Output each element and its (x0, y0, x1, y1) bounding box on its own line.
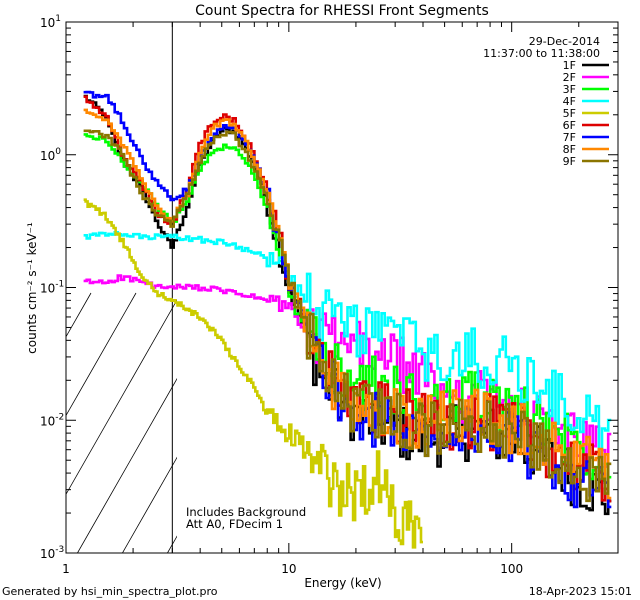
y-tick-label: 100 (40, 147, 61, 163)
x-tick-label: 10 (281, 562, 296, 576)
y-tick-label: 10-2 (40, 412, 64, 428)
y-tick-label: 10-1 (40, 280, 64, 296)
x-axis-label: Energy (keV) (304, 576, 381, 590)
legend-label-6F: 6F (563, 119, 576, 132)
hatch-line (121, 456, 177, 553)
y-tick-labels: 10-3 10-2 10-1 100 101 (40, 14, 64, 561)
footer-timestamp: 18-Apr-2023 15:01 (528, 585, 632, 598)
legend-label-9F: 9F (563, 155, 576, 168)
plot-background (66, 22, 618, 553)
legend-label-5F: 5F (563, 107, 576, 120)
legend-label-3F: 3F (563, 83, 576, 96)
hatch-line (0, 293, 1, 573)
hatch-line (0, 293, 46, 573)
y-tick-label: 10-3 (40, 545, 64, 561)
y-axis-label: counts cm⁻² s⁻¹ keV⁻¹ (25, 222, 39, 354)
annotation-attenuator: Att A0, FDecim 1 (186, 517, 283, 531)
series-line-9F (83, 129, 612, 503)
chart-title: Count Spectra for RHESSI Front Segments (195, 3, 489, 19)
y-tick-label: 101 (40, 14, 61, 30)
axis-ticks (65, 21, 619, 554)
hatched-region (0, 292, 177, 573)
legend-label-8F: 8F (563, 143, 576, 156)
hatch-line (66, 299, 177, 496)
series-layer (83, 90, 612, 549)
legend-label-1F: 1F (563, 59, 576, 72)
footer-generated: Generated by hsi_min_spectra_plot.pro (2, 585, 218, 598)
x-tick-label: 1 (62, 562, 70, 576)
hatch-line (66, 292, 137, 417)
series-line-5F (83, 198, 423, 549)
legend-label-2F: 2F (563, 71, 576, 84)
series-line-4F (83, 231, 612, 459)
legend-label-7F: 7F (563, 131, 576, 144)
x-tick-label: 100 (500, 562, 523, 576)
date-label: 29-Dec-2014 (529, 35, 600, 48)
x-tick-labels: 1 10 100 (62, 562, 523, 576)
time-range-label: 11:37:00 to 11:38:00 (483, 47, 600, 60)
legend-label-4F: 4F (563, 95, 576, 108)
hatch-line (76, 377, 177, 553)
annotation-background: Includes Background (186, 505, 306, 519)
